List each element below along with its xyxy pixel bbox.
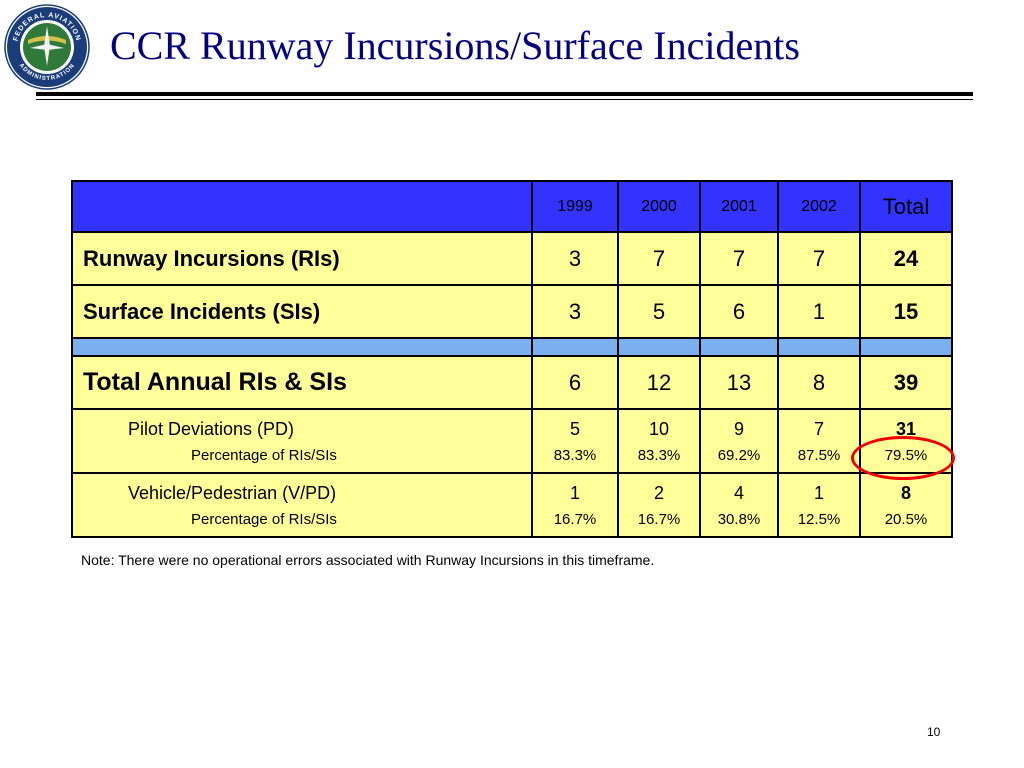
table-cell: 3: [531, 284, 619, 339]
table-row: Pilot Deviations (PD) Percentage of RIs/…: [71, 408, 953, 474]
vehicle-pedestrian-label-cell: Vehicle/Pedestrian (V/PD) Percentage of …: [71, 472, 533, 538]
runway-incursions-label: Runway Incursions (RIs): [71, 231, 533, 286]
page-title: CCR Runway Incursions/Surface Incidents: [110, 23, 800, 68]
table-cell: 4 30.8%: [699, 472, 779, 538]
table-row: Vehicle/Pedestrian (V/PD) Percentage of …: [71, 472, 953, 538]
table-cell: 3: [531, 231, 619, 286]
table-cell: 1: [777, 284, 861, 339]
table-cell: 5 83.3%: [531, 408, 619, 474]
incidents-table: 1999 2000 2001 2002 Total Runway Incursi…: [71, 180, 953, 538]
table-cell: 13: [699, 355, 779, 410]
header-2002: 2002: [777, 180, 861, 233]
table-row: Total Annual RIs & SIs 6 12 13 8 39: [71, 355, 953, 410]
pilot-deviations-pct-label: Percentage of RIs/SIs: [191, 446, 337, 464]
header-2001: 2001: [699, 180, 779, 233]
total-annual-total: 39: [859, 355, 953, 410]
page-number: 10: [927, 725, 941, 739]
table-cell: 8: [777, 355, 861, 410]
highlight-circle: [851, 436, 955, 480]
runway-incursions-total: 24: [859, 231, 953, 286]
table-cell: 7: [699, 231, 779, 286]
table-cell: 12: [617, 355, 701, 410]
table-cell: 5: [617, 284, 701, 339]
header-blank-cell: [71, 180, 533, 233]
table-header-row: 1999 2000 2001 2002 Total: [71, 180, 953, 233]
title-rule-thick: [36, 92, 973, 96]
table-cell: 7: [777, 231, 861, 286]
surface-incidents-label: Surface Incidents (SIs): [71, 284, 533, 339]
pilot-deviations-total: 31: [895, 418, 917, 439]
vehicle-pedestrian-total-pct: 20.5%: [884, 510, 928, 528]
header-total: Total: [859, 180, 953, 233]
table-cell: 10 83.3%: [617, 408, 701, 474]
vehicle-pedestrian-total: 8: [900, 482, 911, 503]
faa-seal-logo: FEDERAL AVIATION ADMINISTRATION: [4, 4, 90, 90]
table-cell: 7: [617, 231, 701, 286]
table-row: Runway Incursions (RIs) 3 7 7 7 24: [71, 231, 953, 286]
footnote: Note: There were no operational errors a…: [81, 552, 655, 568]
title-rule-thin: [36, 99, 973, 100]
table-cell: 1 12.5%: [777, 472, 861, 538]
total-annual-label: Total Annual RIs & SIs: [71, 355, 533, 410]
header-1999: 1999: [531, 180, 619, 233]
table-row: Surface Incidents (SIs) 3 5 6 1 15: [71, 284, 953, 339]
header-2000: 2000: [617, 180, 701, 233]
pilot-deviations-label: Pilot Deviations (PD): [128, 418, 295, 439]
separator-row: [71, 337, 953, 357]
vehicle-pedestrian-total-cell: 8 20.5%: [859, 472, 953, 538]
vehicle-pedestrian-pct-label: Percentage of RIs/SIs: [191, 510, 337, 528]
table-cell: 1 16.7%: [531, 472, 619, 538]
table-cell: 6: [531, 355, 619, 410]
table-cell: 6: [699, 284, 779, 339]
pilot-deviations-label-cell: Pilot Deviations (PD) Percentage of RIs/…: [71, 408, 533, 474]
surface-incidents-total: 15: [859, 284, 953, 339]
table-cell: 9 69.2%: [699, 408, 779, 474]
table-cell: 2 16.7%: [617, 472, 701, 538]
vehicle-pedestrian-label: Vehicle/Pedestrian (V/PD): [128, 482, 337, 503]
table-cell: 7 87.5%: [777, 408, 861, 474]
